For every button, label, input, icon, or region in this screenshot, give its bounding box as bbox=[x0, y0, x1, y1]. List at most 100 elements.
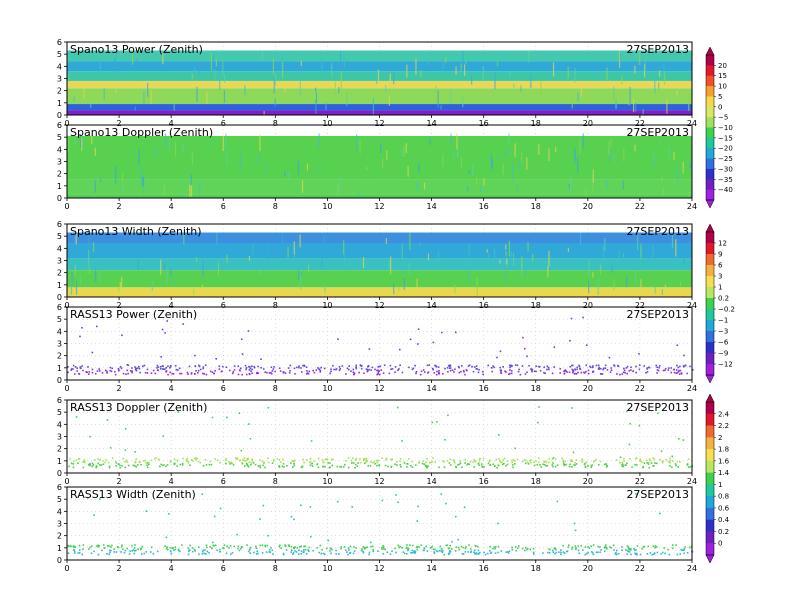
data-point bbox=[177, 369, 179, 371]
heatmap-texture bbox=[299, 234, 301, 248]
data-point bbox=[584, 466, 587, 469]
data-point bbox=[600, 367, 602, 370]
x-tick-label: 8 bbox=[273, 119, 278, 128]
data-point bbox=[290, 545, 293, 548]
data-point bbox=[391, 458, 394, 461]
data-point bbox=[598, 366, 600, 369]
data-point bbox=[300, 371, 303, 373]
x-tick-label: 2 bbox=[117, 202, 122, 211]
data-point bbox=[332, 364, 334, 367]
data-point bbox=[400, 465, 402, 468]
data-point bbox=[233, 369, 236, 371]
data-point bbox=[191, 547, 194, 549]
heatmap-texture bbox=[366, 166, 368, 171]
heatmap-texture bbox=[463, 64, 466, 77]
data-point bbox=[211, 371, 214, 374]
data-point bbox=[496, 356, 498, 359]
heatmap-texture bbox=[592, 169, 594, 183]
x-tick-label: 14 bbox=[426, 477, 436, 486]
heatmap-texture bbox=[462, 50, 464, 68]
data-point bbox=[600, 549, 602, 551]
data-point bbox=[524, 549, 526, 552]
x-tick-label: 16 bbox=[479, 301, 489, 310]
heatmap-texture bbox=[540, 80, 542, 96]
heatmap-texture bbox=[294, 253, 296, 259]
data-point bbox=[248, 423, 250, 425]
data-point bbox=[569, 365, 572, 368]
data-point bbox=[455, 465, 457, 468]
y-tick-label: 1 bbox=[57, 364, 62, 373]
heatmap-texture bbox=[74, 265, 76, 276]
data-point bbox=[626, 545, 629, 547]
data-point bbox=[309, 506, 312, 508]
data-point bbox=[545, 461, 547, 464]
data-point bbox=[228, 547, 230, 549]
data-point bbox=[317, 457, 320, 460]
colorbar-swatch bbox=[706, 254, 714, 266]
x-tick-label: 4 bbox=[169, 477, 174, 486]
colorbar-label: 15 bbox=[718, 72, 727, 80]
colorbar-arrow-bottom bbox=[705, 554, 715, 564]
data-point bbox=[278, 465, 280, 467]
heatmap-texture bbox=[193, 289, 195, 296]
data-point bbox=[537, 461, 540, 464]
data-point bbox=[414, 550, 417, 553]
data-point bbox=[211, 541, 214, 544]
colorbar-swatch bbox=[706, 353, 714, 365]
data-point bbox=[386, 551, 389, 554]
data-point bbox=[662, 461, 664, 464]
heatmap-texture bbox=[671, 232, 674, 249]
data-point bbox=[634, 552, 636, 555]
colorbar-label: −0.2 bbox=[718, 306, 735, 314]
data-point bbox=[172, 372, 175, 375]
data-point bbox=[317, 466, 320, 469]
heatmap-texture bbox=[468, 244, 470, 260]
data-point bbox=[627, 546, 630, 548]
data-point bbox=[330, 552, 332, 555]
data-point bbox=[266, 544, 269, 547]
heatmap-texture bbox=[67, 74, 70, 82]
data-point bbox=[555, 548, 557, 551]
heatmap-texture bbox=[520, 85, 522, 92]
heatmap-texture bbox=[521, 262, 523, 279]
data-point bbox=[627, 550, 630, 553]
heatmap-texture bbox=[189, 184, 191, 197]
data-point bbox=[537, 421, 539, 424]
data-point bbox=[352, 552, 355, 555]
y-tick-label: 4 bbox=[57, 145, 62, 154]
data-point bbox=[500, 461, 502, 464]
data-point bbox=[134, 460, 137, 463]
data-point bbox=[567, 544, 570, 547]
data-point bbox=[420, 544, 423, 547]
data-point bbox=[134, 461, 136, 464]
heatmap-texture bbox=[499, 156, 501, 161]
data-point bbox=[656, 412, 659, 415]
data-point bbox=[423, 547, 426, 549]
data-point bbox=[570, 317, 573, 320]
data-point bbox=[156, 550, 159, 553]
heatmap-texture bbox=[340, 50, 342, 69]
colorbar-label: −15 bbox=[718, 134, 733, 142]
data-point bbox=[591, 366, 594, 369]
heatmap-texture bbox=[677, 166, 679, 182]
data-point bbox=[494, 552, 497, 554]
data-point bbox=[489, 552, 492, 555]
data-point bbox=[290, 515, 293, 518]
data-point bbox=[87, 548, 90, 550]
data-point bbox=[156, 369, 159, 371]
data-point bbox=[609, 371, 612, 373]
data-point bbox=[335, 549, 337, 552]
heatmap-texture bbox=[486, 249, 488, 253]
data-point bbox=[300, 552, 302, 555]
heatmap-texture bbox=[526, 157, 528, 170]
heatmap-texture bbox=[401, 149, 403, 156]
heatmap-texture bbox=[99, 58, 101, 73]
data-point bbox=[72, 546, 75, 548]
data-point bbox=[490, 367, 493, 369]
colorbar-label: 0.6 bbox=[718, 504, 730, 512]
data-point bbox=[459, 462, 462, 464]
data-point bbox=[615, 549, 618, 552]
data-point bbox=[359, 458, 361, 460]
data-point bbox=[246, 458, 248, 460]
data-point bbox=[418, 461, 421, 463]
